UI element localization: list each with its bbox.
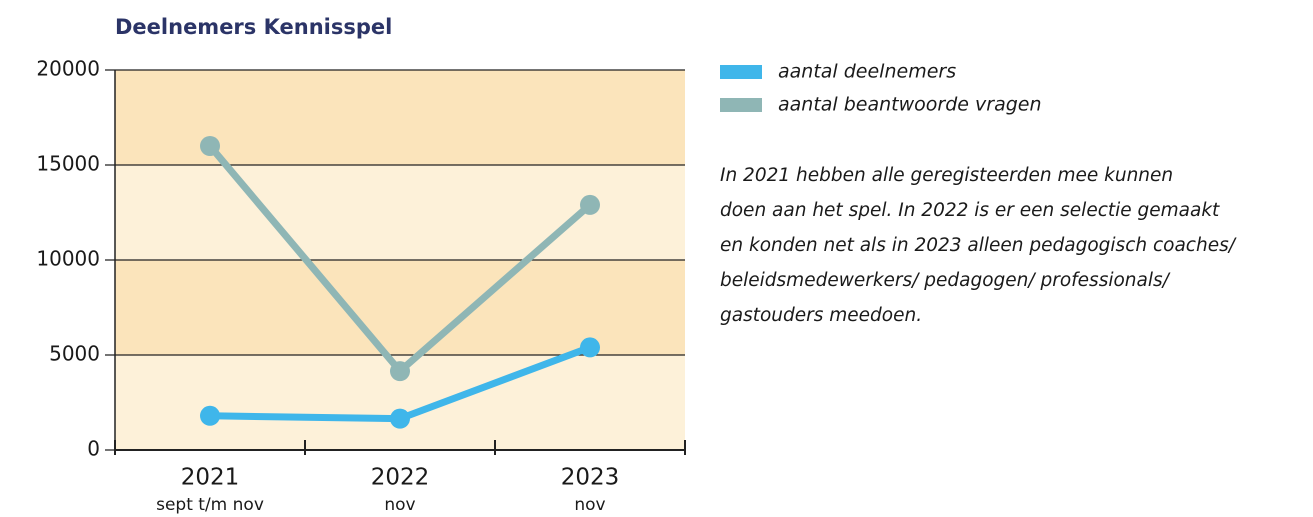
annotation-line: doen aan het spel. In 2022 is er een sel… [720,200,1220,221]
legend-label: aantal beantwoorde vragen [778,94,1042,116]
y-tick-label: 20000 [36,57,100,81]
y-tick-label: 0 [87,437,100,461]
x-tick-sublabel: sept t/m nov [156,495,264,515]
plot-band [115,70,685,165]
annotation-line: gastouders meedoen. [720,305,922,326]
plot-band [115,165,685,260]
x-tick-sublabel: nov [574,495,605,515]
plot-band [115,260,685,355]
legend-swatch [720,65,762,79]
point [390,361,410,382]
y-tick-label: 15000 [36,152,100,176]
legend-label: aantal deelnemers [778,61,956,83]
y-tick-label: 5000 [49,342,100,366]
point [390,408,410,429]
point [580,194,600,215]
annotation-line: beleidsmedewerkers/ pedagogen/ professio… [720,270,1171,291]
point [200,405,220,426]
chart-title: Deelnemers Kennisspel [115,15,392,39]
legend-swatch [720,98,762,112]
x-tick-sublabel: nov [384,495,415,515]
y-tick-label: 10000 [36,247,100,271]
annotation-line: In 2021 hebben alle geregisteerden mee k… [720,165,1173,186]
x-tick-label: 2021 [181,465,240,491]
x-tick-label: 2022 [371,465,430,491]
point [580,337,600,358]
point [200,136,220,156]
annotation-line: en konden net als in 2023 alleen pedagog… [720,235,1237,256]
x-tick-label: 2023 [561,465,620,491]
